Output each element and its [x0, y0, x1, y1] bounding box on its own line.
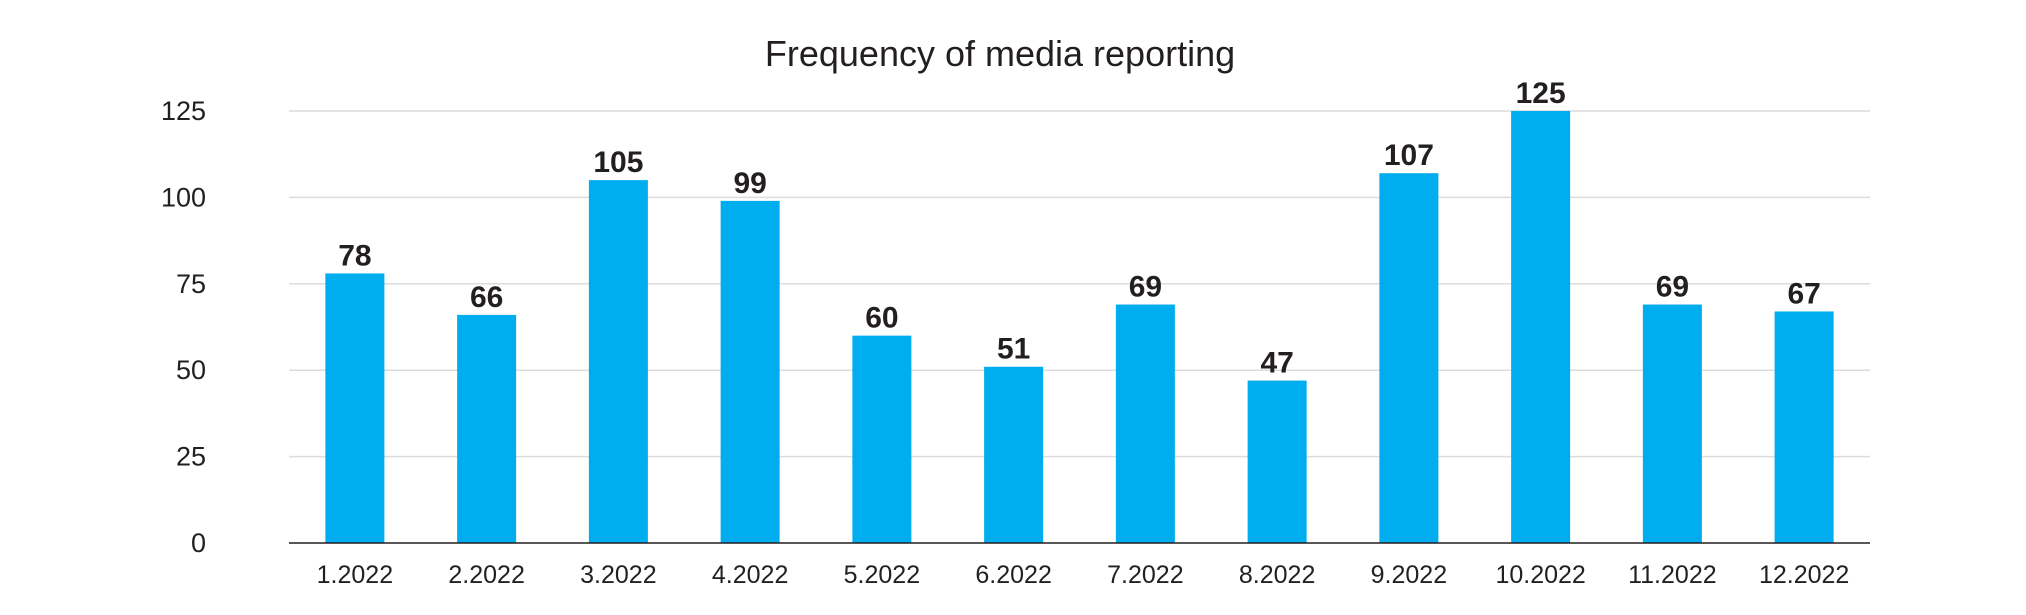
- data-label: 60: [865, 302, 898, 335]
- bar: [1774, 311, 1834, 543]
- bar: [852, 335, 912, 543]
- data-label: 69: [1656, 271, 1689, 304]
- data-label: 105: [593, 146, 643, 179]
- bar: [1115, 304, 1175, 543]
- x-tick-label: 4.2022: [712, 561, 788, 589]
- x-tick-label: 5.2022: [844, 561, 920, 589]
- bar: [325, 273, 385, 543]
- x-tick-label: 6.2022: [975, 561, 1051, 589]
- y-tick-label: 25: [176, 442, 206, 472]
- data-label: 99: [733, 167, 766, 200]
- y-tick-label: 75: [176, 269, 206, 299]
- data-label: 107: [1384, 139, 1434, 172]
- x-tick-label: 2.2022: [448, 561, 524, 589]
- bar: [588, 180, 648, 543]
- x-tick-label: 8.2022: [1239, 561, 1315, 589]
- chart-title: Frequency of media reporting: [765, 33, 1235, 74]
- x-tick-label: 11.2022: [1628, 561, 1717, 589]
- bar: [457, 314, 517, 543]
- bar: [1642, 304, 1702, 543]
- x-tick-label: 7.2022: [1107, 561, 1183, 589]
- x-tick-label: 1.2022: [317, 561, 393, 589]
- bar: [1247, 380, 1307, 543]
- bar: [720, 200, 780, 543]
- y-tick-label: 50: [176, 355, 206, 385]
- x-tick-label: 3.2022: [580, 561, 656, 589]
- data-label: 66: [470, 281, 503, 314]
- data-label: 51: [997, 333, 1030, 366]
- bar: [1379, 173, 1439, 543]
- y-tick-label: 100: [161, 182, 206, 212]
- bar: [984, 366, 1044, 543]
- data-label: 67: [1787, 277, 1820, 310]
- bar: [1511, 111, 1571, 543]
- x-tick-label: 9.2022: [1371, 561, 1447, 589]
- y-tick-label: 0: [191, 528, 206, 558]
- data-label: 47: [1260, 347, 1293, 380]
- x-tick-label: 12.2022: [1759, 561, 1849, 589]
- y-tick-label: 125: [161, 96, 206, 126]
- data-label: 69: [1129, 271, 1162, 304]
- x-tick-label: 10.2022: [1495, 561, 1585, 589]
- data-label: 78: [338, 239, 371, 272]
- data-label: 125: [1516, 77, 1566, 110]
